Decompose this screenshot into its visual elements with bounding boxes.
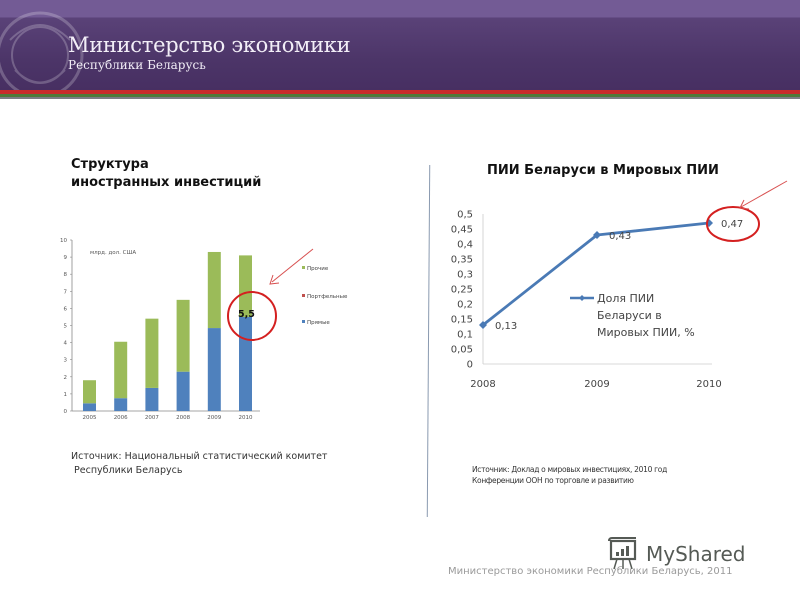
bar-segment bbox=[145, 387, 159, 411]
bar-segment bbox=[239, 316, 252, 411]
line-y-tick: 0 bbox=[467, 360, 473, 371]
arrow-head-icon bbox=[269, 274, 280, 285]
bar-segment bbox=[114, 398, 128, 411]
bar-segment bbox=[145, 318, 159, 388]
presentation-board-icon bbox=[608, 537, 637, 570]
line-chart: 0 0,05 0,1 0,15 0,2 0,25 0,3 0,35 0,4 0,45 0,5 200… bbox=[451, 180, 788, 390]
bar-x-tick: 2005 bbox=[83, 415, 97, 421]
fdi-share-title: ПИИ Беларуси в Мировых ПИИ bbox=[487, 163, 719, 178]
bar-unit-label: млрд. дол. США bbox=[90, 250, 136, 256]
bar-segment bbox=[239, 255, 252, 317]
highlight-circle-line bbox=[706, 206, 760, 242]
source-right-line2: Конференции ООН по торговле и развитию bbox=[472, 476, 634, 485]
line-data-label: 0,47 bbox=[721, 219, 743, 230]
legend-other: Прочие bbox=[307, 266, 329, 272]
bar-x-tick: 2007 bbox=[145, 415, 159, 421]
line-marker bbox=[593, 231, 601, 239]
line-y-tick: 0,2 bbox=[457, 300, 473, 311]
bar-y-tick: 10 bbox=[60, 238, 67, 244]
line-x-axis: 2008 2009 2010 bbox=[470, 379, 721, 390]
legend-portfolio: Портфельные bbox=[307, 294, 348, 300]
line-y-tick: 0,45 bbox=[451, 225, 473, 236]
line-y-tick: 0,1 bbox=[457, 330, 473, 341]
bar-y-tick: 1 bbox=[64, 392, 68, 398]
bar-highlight-value: 5,5 bbox=[238, 309, 255, 320]
source-note-right: Источник: Доклад о мировых инвестициях, … bbox=[472, 464, 667, 486]
bar-segment bbox=[207, 251, 221, 329]
ministry-title: Министерство экономики bbox=[68, 33, 351, 57]
line-y-tick: 0,4 bbox=[457, 240, 473, 251]
line-x-tick: 2010 bbox=[696, 379, 721, 390]
line-y-tick: 0,3 bbox=[457, 270, 473, 281]
highlight-circle bbox=[227, 291, 277, 341]
line-y-tick: 0,25 bbox=[451, 285, 473, 296]
line-y-tick: 0,35 bbox=[451, 255, 473, 266]
legend-swatch-other bbox=[302, 266, 305, 269]
bar-y-tick: 9 bbox=[64, 255, 68, 261]
bar-x-axis: 2005 2006 2007 2008 2009 2010 bbox=[83, 415, 253, 421]
bar-segment bbox=[83, 380, 96, 404]
line-legend-line3: Мировых ПИИ, % bbox=[597, 326, 695, 339]
line-series: 0,13 0,43 0,47 bbox=[479, 219, 743, 332]
bar-segment bbox=[176, 299, 190, 372]
ministry-subtitle: Республики Беларусь bbox=[68, 58, 206, 72]
bar-segment bbox=[207, 328, 221, 411]
bar-y-tick: 7 bbox=[64, 289, 68, 295]
bar-y-tick: 5 bbox=[64, 324, 68, 330]
bar-chart: 0 1 2 3 4 5 6 7 8 9 10 2005 2006 2007 2008 2009 2010 мл… bbox=[60, 238, 348, 421]
title-line-1: Структура bbox=[71, 157, 149, 172]
line-data-label: 0,13 bbox=[495, 321, 517, 332]
title-line-2: иностранных инвестиций bbox=[71, 175, 262, 190]
emblem-icon bbox=[0, 11, 84, 90]
legend-swatch-portfolio bbox=[302, 294, 305, 297]
header-bottom-line bbox=[0, 97, 800, 99]
bar-y-tick: 2 bbox=[64, 375, 68, 381]
bar-segment bbox=[114, 341, 128, 399]
line-data-label: 0,43 bbox=[609, 231, 631, 242]
line-legend-line2: Беларуси в bbox=[597, 309, 662, 322]
bar-y-tick: 0 bbox=[64, 409, 68, 415]
flag-stripe-green bbox=[0, 94, 800, 97]
bar-x-tick: 2006 bbox=[114, 415, 128, 421]
line-y-tick: 0,5 bbox=[457, 210, 473, 221]
investment-structure-title: Структура иностранных инвестиций bbox=[71, 156, 261, 192]
line-legend: Доля ПИИ Беларуси в Мировых ПИИ, % bbox=[570, 292, 695, 339]
source-note-left: Источник: Национальный статистический ко… bbox=[71, 451, 328, 476]
watermark[interactable]: MyShared bbox=[606, 537, 746, 571]
bar-y-axis: 0 1 2 3 4 5 6 7 8 9 10 bbox=[60, 238, 72, 415]
header-banner: Министерство экономики Республики Белару… bbox=[0, 0, 800, 90]
legend-direct: Прямые bbox=[307, 320, 330, 326]
watermark-text: MyShared bbox=[646, 542, 746, 566]
bar-y-tick: 3 bbox=[64, 358, 68, 364]
bar-segment bbox=[83, 403, 96, 411]
bar-x-tick: 2008 bbox=[176, 415, 190, 421]
line-x-tick: 2008 bbox=[470, 379, 495, 390]
arrow-head-icon-line bbox=[739, 199, 750, 210]
line-x-tick: 2009 bbox=[584, 379, 609, 390]
source-right-line1: Источник: Доклад о мировых инвестициях, … bbox=[472, 465, 667, 474]
line-y-axis: 0 0,05 0,1 0,15 0,2 0,25 0,3 0,35 0,4 0,45 0,5 bbox=[451, 210, 473, 371]
line-marker bbox=[479, 321, 487, 329]
line-legend-line1: Доля ПИИ bbox=[597, 292, 654, 305]
bar-x-tick: 2009 bbox=[207, 415, 221, 421]
bar-y-tick: 8 bbox=[64, 272, 68, 278]
bar-x-tick: 2010 bbox=[239, 415, 253, 421]
flag-stripe-red bbox=[0, 90, 800, 94]
footer-copyright: Министерство экономики Республики Белару… bbox=[448, 566, 733, 577]
arrow-icon-line bbox=[740, 180, 788, 208]
line-y-tick: 0,15 bbox=[451, 315, 473, 326]
arrow-icon bbox=[271, 248, 314, 283]
bar-y-tick: 4 bbox=[64, 341, 68, 347]
bar-legend: Прочие Портфельные Прямые bbox=[302, 266, 348, 326]
bar-series bbox=[83, 251, 252, 411]
bar-y-tick: 6 bbox=[64, 306, 68, 312]
line-y-tick: 0,05 bbox=[451, 345, 473, 356]
bar-segment bbox=[176, 371, 190, 411]
legend-swatch-direct bbox=[302, 320, 305, 323]
